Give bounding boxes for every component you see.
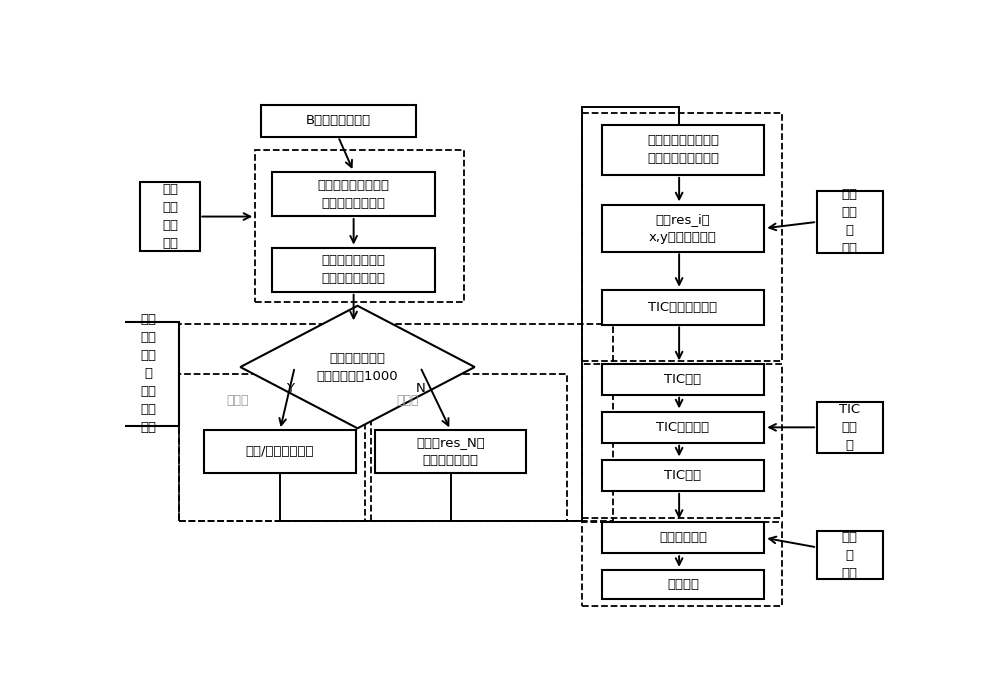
Text: 优化的三步搜索快速
块匹配呼吸运动追踪: 优化的三步搜索快速 块匹配呼吸运动追踪 <box>647 134 719 166</box>
FancyBboxPatch shape <box>204 430 356 473</box>
FancyBboxPatch shape <box>817 402 883 453</box>
FancyBboxPatch shape <box>261 105 416 137</box>
FancyBboxPatch shape <box>602 460 764 491</box>
FancyBboxPatch shape <box>272 248 435 292</box>
Polygon shape <box>240 306 475 428</box>
Text: B超造影图像序列: B超造影图像序列 <box>306 114 371 127</box>
Text: 分割成res_N个
呼吸相位子序列: 分割成res_N个 呼吸相位子序列 <box>416 436 485 467</box>
Text: 方案二: 方案二 <box>397 394 419 407</box>
FancyBboxPatch shape <box>602 364 764 395</box>
Text: 形变剧烈且图像
序列帧数大于1000: 形变剧烈且图像 序列帧数大于1000 <box>317 351 398 383</box>
Text: TIC基线归零: TIC基线归零 <box>656 421 710 434</box>
Text: 呼吸
运动
曲线
提取: 呼吸 运动 曲线 提取 <box>162 183 178 250</box>
Text: 运动
追踪
及
补偿: 运动 追踪 及 补偿 <box>842 188 858 256</box>
FancyBboxPatch shape <box>602 412 764 443</box>
Bar <box>582 522 782 606</box>
Text: N: N <box>415 382 425 395</box>
Text: 计算
及
显示: 计算 及 显示 <box>842 531 858 580</box>
Text: 基于非负矩阵分解的
呼吸运动曲线提取: 基于非负矩阵分解的 呼吸运动曲线提取 <box>318 179 390 210</box>
Text: Y: Y <box>286 382 294 395</box>
Text: TIC呼吸运动补偿: TIC呼吸运动补偿 <box>648 301 718 314</box>
Text: 伪彩显示: 伪彩显示 <box>667 578 699 591</box>
Bar <box>179 374 365 520</box>
Text: 补偿
方案
判定
及
追踪
序列
构造: 补偿 方案 判定 及 追踪 序列 构造 <box>140 313 156 435</box>
FancyBboxPatch shape <box>117 322 179 426</box>
FancyBboxPatch shape <box>272 173 435 216</box>
FancyBboxPatch shape <box>602 125 764 175</box>
FancyBboxPatch shape <box>375 430 526 473</box>
Text: 计算灌注参量: 计算灌注参量 <box>659 532 707 544</box>
Text: TIC插值: TIC插值 <box>664 469 702 482</box>
Text: TIC筛选: TIC筛选 <box>664 373 702 386</box>
FancyBboxPatch shape <box>817 532 883 579</box>
Text: TIC
后处
理: TIC 后处 理 <box>839 403 860 452</box>
Bar <box>371 374 567 520</box>
Bar <box>179 324 613 520</box>
Text: 可调强度阈值法的
有效图像序列筛选: 可调强度阈值法的 有效图像序列筛选 <box>322 254 386 286</box>
FancyBboxPatch shape <box>602 523 764 553</box>
Text: 相位res_i的
x,y方向运动矢量: 相位res_i的 x,y方向运动矢量 <box>649 213 717 244</box>
Bar <box>582 112 782 360</box>
FancyBboxPatch shape <box>817 191 883 252</box>
FancyBboxPatch shape <box>602 290 764 324</box>
FancyBboxPatch shape <box>140 182 200 252</box>
Text: 方案一: 方案一 <box>226 394 249 407</box>
Bar <box>255 150 464 302</box>
FancyBboxPatch shape <box>602 570 764 599</box>
FancyBboxPatch shape <box>602 205 764 252</box>
Text: 呼气/吸气末期图像: 呼气/吸气末期图像 <box>246 445 314 458</box>
Bar <box>582 365 782 518</box>
